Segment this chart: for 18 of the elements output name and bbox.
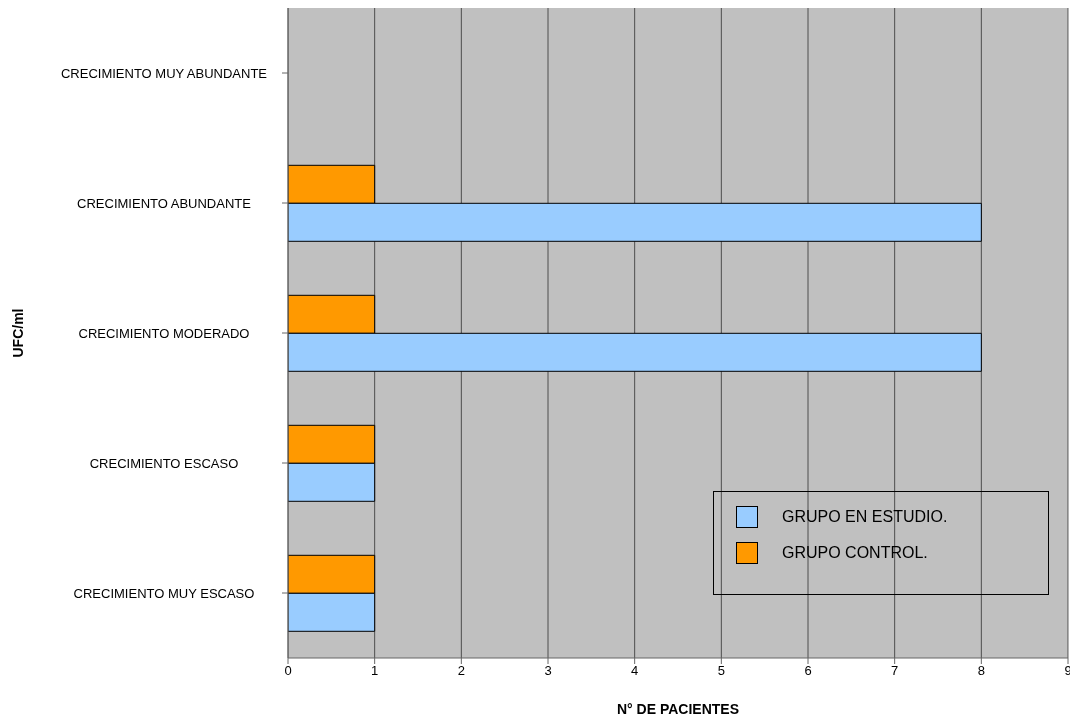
legend-label: GRUPO EN ESTUDIO. bbox=[782, 508, 948, 526]
x-tick-label: 7 bbox=[891, 663, 899, 679]
x-tick-label: 2 bbox=[457, 663, 465, 679]
x-tick-label: 4 bbox=[631, 663, 639, 679]
x-axis-title: N° DE PACIENTES bbox=[616, 701, 740, 717]
x-tick-label: 8 bbox=[977, 663, 985, 679]
x-tick-label: 0 bbox=[284, 663, 292, 679]
y-tick-label: CRECIMIENTO MUY ABUNDANTE bbox=[60, 65, 268, 81]
x-tick-label: 6 bbox=[804, 663, 812, 679]
legend-label: GRUPO CONTROL. bbox=[782, 544, 928, 562]
y-tick-label: CRECIMIENTO MUY ESCASO bbox=[73, 585, 255, 601]
y-tick-label: CRECIMIENTO ESCASO bbox=[89, 455, 239, 471]
x-tick-label: 5 bbox=[717, 663, 725, 679]
x-tick-label: 3 bbox=[544, 663, 552, 679]
y-axis-title: UFC/ml bbox=[9, 308, 26, 358]
y-tick-label: CRECIMIENTO MODERADO bbox=[78, 325, 250, 341]
x-tick-label: 1 bbox=[371, 663, 379, 679]
y-tick-label: CRECIMIENTO ABUNDANTE bbox=[77, 195, 252, 211]
